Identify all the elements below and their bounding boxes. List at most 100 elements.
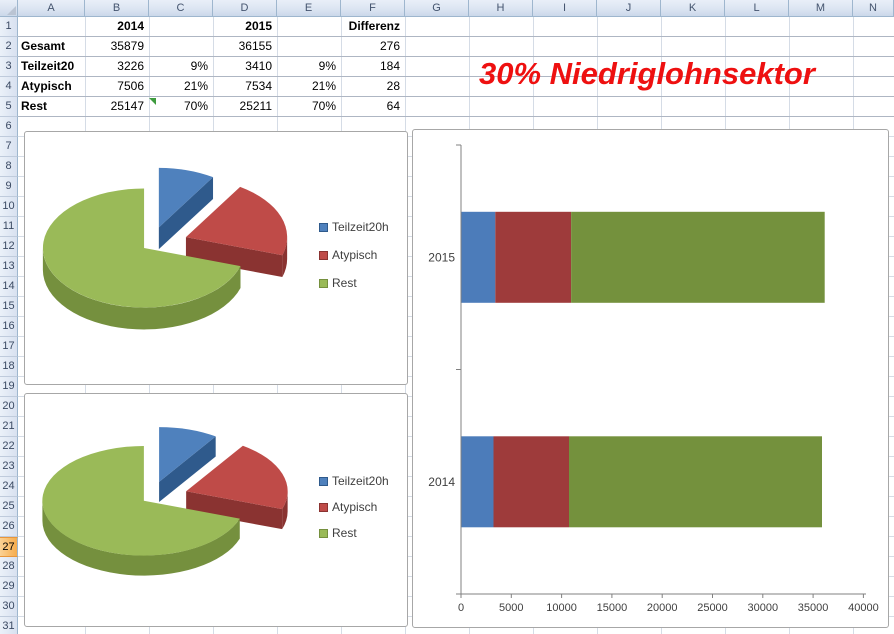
cell-A4[interactable]: Atypisch	[21, 79, 72, 93]
row-border	[18, 76, 894, 77]
cell-A2[interactable]: Gesamt	[21, 39, 66, 53]
legend-swatch-green-icon	[319, 528, 328, 538]
cell-C5[interactable]: 70%	[183, 99, 208, 113]
cell-C4[interactable]: 21%	[183, 79, 208, 93]
cell-E4[interactable]: 21%	[311, 79, 336, 93]
cell-B2[interactable]: 35879	[110, 39, 144, 53]
cell-E5[interactable]: 70%	[311, 99, 336, 113]
cell-D3[interactable]: 3410	[245, 59, 272, 73]
row-header-25[interactable]: 25	[0, 497, 18, 517]
row-header-20[interactable]: 20	[0, 397, 18, 417]
column-header-L[interactable]: L	[725, 0, 789, 17]
pie-slice-Teilzeit20h	[159, 427, 216, 482]
column-header-C[interactable]: C	[149, 0, 213, 17]
row-header-18[interactable]: 18	[0, 357, 18, 377]
cell-F5[interactable]: 64	[386, 99, 400, 113]
stacked-bar-chart[interactable]: 2015 2014 0 5000 10000 15000 20000 25000 30000 35…	[412, 129, 889, 628]
legend-label: Atypisch	[332, 248, 378, 262]
pie-chart-top[interactable]: Teilzeit20h Atypisch Rest	[24, 131, 408, 385]
cell-C3[interactable]: 9%	[190, 59, 208, 73]
row-header-21[interactable]: 21	[0, 417, 18, 437]
column-header-G[interactable]: G	[405, 0, 469, 17]
row-header-14[interactable]: 14	[0, 277, 18, 297]
row-border	[18, 116, 894, 117]
cell-D1[interactable]: 2015	[245, 19, 272, 33]
row-header-31[interactable]: 31	[0, 617, 18, 634]
row-header-11[interactable]: 11	[0, 217, 18, 237]
pie-3d-top	[42, 167, 288, 330]
column-header-M[interactable]: M	[789, 0, 853, 17]
row-header-19[interactable]: 19	[0, 377, 18, 397]
cell-B5[interactable]: 25147	[110, 99, 144, 113]
legend-item-atypisch: Atypisch	[319, 246, 389, 264]
column-header-H[interactable]: H	[469, 0, 533, 17]
legend-label: Teilzeit20h	[332, 474, 389, 488]
bar-segment-Teilzeit20h-2014	[461, 436, 494, 528]
row-header-10[interactable]: 10	[0, 197, 18, 217]
bar-segment-Rest-2015	[571, 211, 825, 303]
column-header-F[interactable]: F	[341, 0, 405, 17]
row-header-4[interactable]: 4	[0, 77, 18, 97]
x-axis-label: 15000	[597, 602, 628, 614]
row-header-8[interactable]: 8	[0, 157, 18, 177]
x-axis-label: 10000	[546, 602, 577, 614]
column-header-I[interactable]: I	[533, 0, 597, 17]
legend-swatch-green-icon	[319, 278, 328, 288]
cell-D5[interactable]: 25211	[239, 99, 272, 113]
column-header-A[interactable]: A	[18, 0, 85, 17]
pie-chart-bottom[interactable]: Teilzeit20h Atypisch Rest	[24, 393, 408, 627]
row-header-24[interactable]: 24	[0, 477, 18, 497]
row-header-22[interactable]: 22	[0, 437, 18, 457]
row-header-17[interactable]: 17	[0, 337, 18, 357]
cell-F4[interactable]: 28	[386, 79, 400, 93]
row-header-30[interactable]: 30	[0, 597, 18, 617]
legend-item-teilzeit20h: Teilzeit20h	[319, 218, 389, 236]
cell-F3[interactable]: 184	[379, 59, 400, 73]
row-header-15[interactable]: 15	[0, 297, 18, 317]
column-header-J[interactable]: J	[597, 0, 661, 17]
legend-item-rest: Rest	[319, 524, 389, 542]
row-header-16[interactable]: 16	[0, 317, 18, 337]
row-header-6[interactable]: 6	[0, 117, 18, 137]
row-header-9[interactable]: 9	[0, 177, 18, 197]
row-headers: 1 2 3 4 5 6 7 8 9 10 11 12 13 14 15 16 17 18 19 20 21 22 23 24 2…	[0, 17, 18, 634]
cell-F1[interactable]: Differenz	[348, 19, 400, 33]
cell-A3[interactable]: Teilzeit20	[21, 59, 75, 73]
row-header-26[interactable]: 26	[0, 517, 18, 537]
row-border	[18, 56, 894, 57]
column-header-B[interactable]: B	[85, 0, 149, 17]
select-all-corner[interactable]	[0, 0, 18, 17]
cell-B1[interactable]: 2014	[117, 19, 144, 33]
row-header-29[interactable]: 29	[0, 577, 18, 597]
row-header-27[interactable]: 27	[0, 537, 18, 557]
row-header-12[interactable]: 12	[0, 237, 18, 257]
chart-legend: Teilzeit20h Atypisch Rest	[319, 218, 389, 302]
row-header-28[interactable]: 28	[0, 557, 18, 577]
x-axis-label: 30000	[748, 602, 779, 614]
row-header-3[interactable]: 3	[0, 57, 18, 77]
column-header-E[interactable]: E	[277, 0, 341, 17]
cell-B3[interactable]: 3226	[117, 59, 144, 73]
cell-F2[interactable]: 276	[379, 39, 400, 53]
column-header-D[interactable]: D	[213, 0, 277, 17]
x-axis-label: 0	[458, 602, 464, 614]
cell-B4[interactable]: 7506	[117, 79, 144, 93]
pie-slice-side	[282, 237, 288, 278]
legend-label: Atypisch	[332, 500, 378, 514]
cell-E3[interactable]: 9%	[318, 59, 336, 73]
pie-slice-Teilzeit20h	[158, 167, 214, 228]
column-header-K[interactable]: K	[661, 0, 725, 17]
row-header-5[interactable]: 5	[0, 97, 18, 117]
row-border	[18, 36, 894, 37]
row-header-23[interactable]: 23	[0, 457, 18, 477]
row-header-1[interactable]: 1	[0, 17, 18, 37]
cell-D4[interactable]: 7534	[245, 79, 272, 93]
x-axis-label: 25000	[697, 602, 728, 614]
column-header-N[interactable]: N	[853, 0, 894, 17]
row-header-2[interactable]: 2	[0, 37, 18, 57]
row-header-13[interactable]: 13	[0, 257, 18, 277]
headline-textbox[interactable]: 30% Niedriglohnsektor	[479, 56, 815, 91]
cell-D2[interactable]: 36155	[238, 39, 272, 53]
cell-A5[interactable]: Rest	[21, 99, 48, 113]
row-header-7[interactable]: 7	[0, 137, 18, 157]
